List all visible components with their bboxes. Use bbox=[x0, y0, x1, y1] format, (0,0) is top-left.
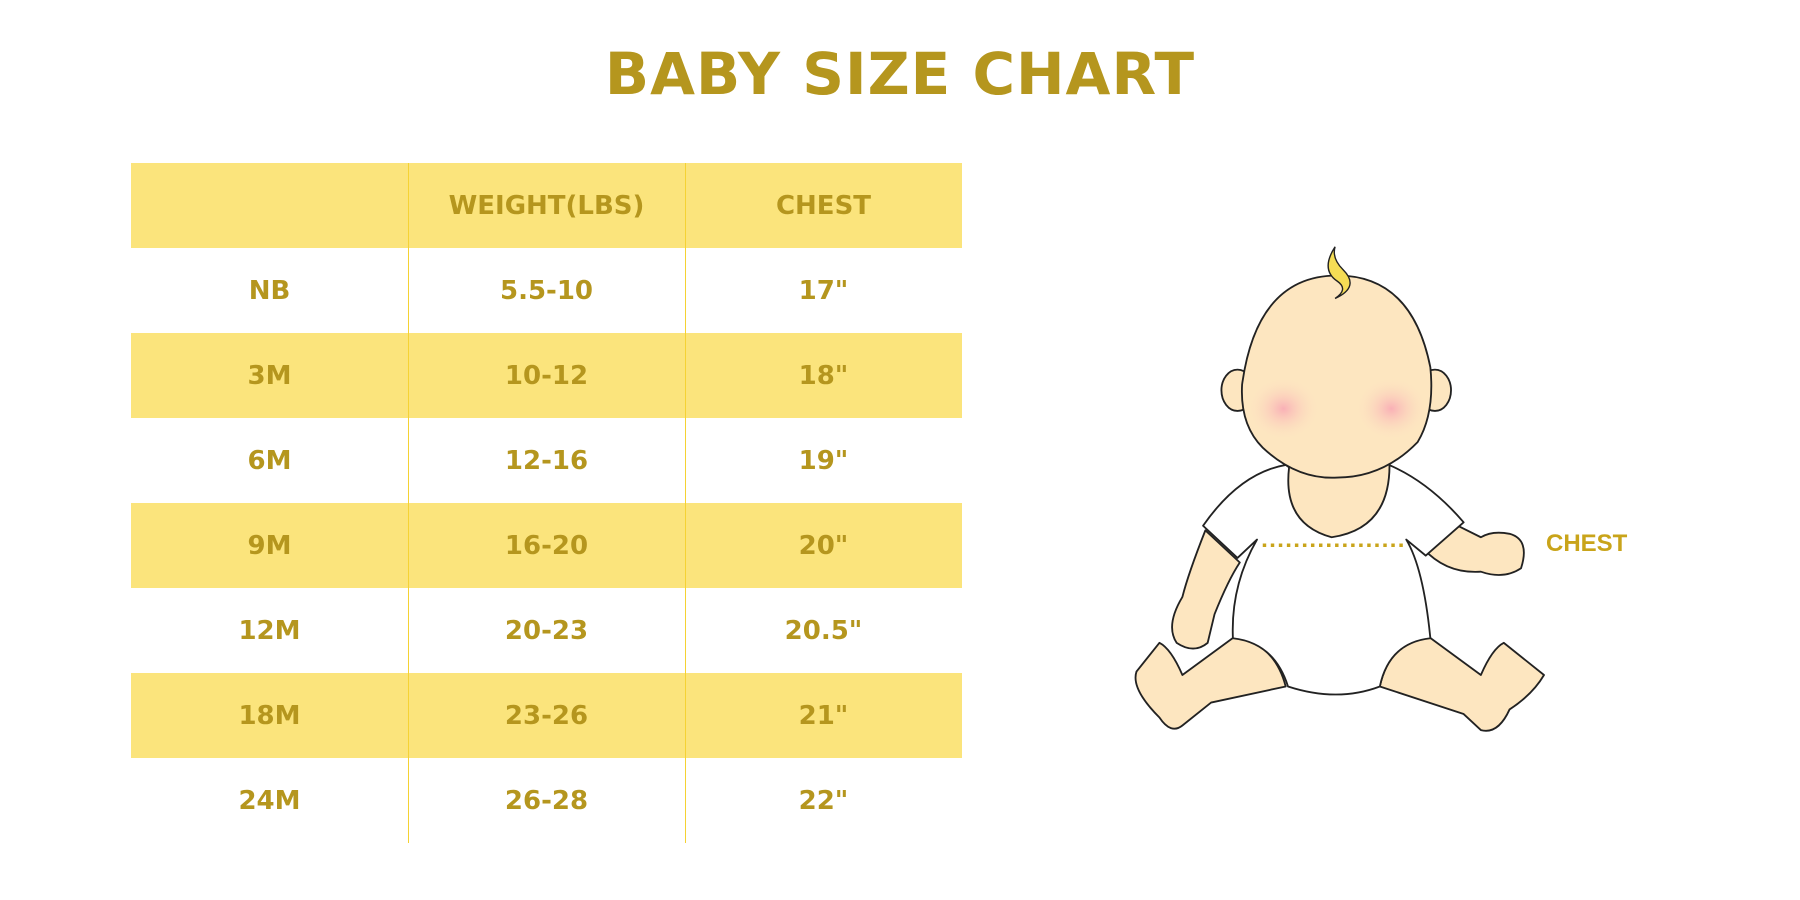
chest-cell: 21" bbox=[798, 700, 849, 731]
weight-cell: 20-23 bbox=[504, 615, 589, 646]
table-header-row: WEIGHT(LBS) CHEST bbox=[131, 163, 962, 248]
chest-label: CHEST bbox=[1546, 530, 1628, 557]
weight-cell: 12-16 bbox=[504, 445, 589, 476]
chest-cell: 17" bbox=[798, 275, 849, 306]
chest-cell: 19" bbox=[798, 445, 849, 476]
column-divider bbox=[685, 163, 686, 843]
size-cell: 18M bbox=[238, 700, 301, 731]
cheek bbox=[1354, 376, 1429, 441]
chest-cell: 20.5" bbox=[784, 615, 863, 646]
chest-cell: 18" bbox=[798, 360, 849, 391]
table-row: 3M 10-12 18" bbox=[131, 333, 962, 418]
column-divider bbox=[408, 163, 409, 843]
size-cell: 3M bbox=[247, 360, 292, 391]
size-cell: 9M bbox=[247, 530, 292, 561]
weight-cell: 10-12 bbox=[504, 360, 589, 391]
table-row: 9M 16-20 20" bbox=[131, 503, 962, 588]
weight-cell: 5.5-10 bbox=[499, 275, 594, 306]
cheek bbox=[1246, 376, 1321, 441]
weight-cell: 16-20 bbox=[504, 530, 589, 561]
table-row: NB 5.5-10 17" bbox=[131, 248, 962, 333]
page-title: BABY SIZE CHART bbox=[604, 40, 1196, 108]
size-cell: 6M bbox=[247, 445, 292, 476]
size-cell: 24M bbox=[238, 785, 301, 816]
size-cell: NB bbox=[248, 275, 291, 306]
chest-cell: 20" bbox=[798, 530, 849, 561]
weight-cell: 26-28 bbox=[504, 785, 589, 816]
size-cell: 12M bbox=[238, 615, 301, 646]
size-table: WEIGHT(LBS) CHEST NB 5.5-10 17" 3M 10-12 18" 6… bbox=[131, 163, 962, 843]
table-row: 18M 23-26 21" bbox=[131, 673, 962, 758]
table-row: 24M 26-28 22" bbox=[131, 758, 962, 843]
chest-cell: 22" bbox=[798, 785, 849, 816]
header-cell: WEIGHT(LBS) bbox=[448, 190, 645, 221]
table-row: 6M 12-16 19" bbox=[131, 418, 962, 503]
table-row: 12M 20-23 20.5" bbox=[131, 588, 962, 673]
weight-cell: 23-26 bbox=[504, 700, 589, 731]
hair-curl bbox=[1327, 246, 1351, 300]
header-cell: CHEST bbox=[775, 190, 872, 221]
